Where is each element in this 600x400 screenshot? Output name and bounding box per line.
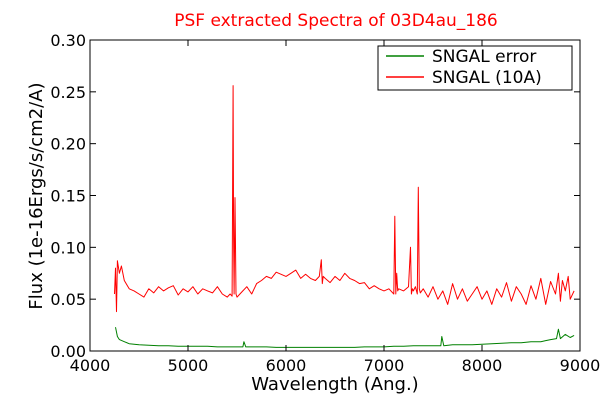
y-tick-label: 0.05 bbox=[50, 290, 86, 309]
plot-content bbox=[114, 85, 575, 348]
legend-label-sngal-error: SNGAL error bbox=[432, 47, 536, 67]
legend-box bbox=[377, 45, 573, 91]
legend: SNGAL error SNGAL (10A) bbox=[377, 45, 573, 91]
x-tick-label: 4000 bbox=[70, 356, 111, 375]
y-tick-label: 0.25 bbox=[50, 83, 86, 102]
y-tick-label: 0.30 bbox=[50, 31, 86, 50]
y-axis-label: Flux (1e-16Ergs/s/cm2/A) bbox=[26, 82, 47, 309]
y-tick-label: 0.15 bbox=[50, 187, 86, 206]
x-tick-label: 5000 bbox=[168, 356, 209, 375]
x-tick-label: 8000 bbox=[462, 356, 503, 375]
series-line-sngal-error bbox=[115, 327, 575, 348]
y-tick-label: 0.00 bbox=[50, 342, 86, 361]
x-tick-label: 7000 bbox=[364, 356, 405, 375]
y-tick-label: 0.10 bbox=[50, 238, 86, 257]
x-axis-label: Wavelength (Ang.) bbox=[251, 374, 418, 395]
y-tick-label: 0.20 bbox=[50, 135, 86, 154]
legend-label-sngal-10a: SNGAL (10A) bbox=[432, 68, 542, 88]
y-axis: 0.00 0.05 0.10 0.15 0.20 0.25 0.30 bbox=[50, 31, 580, 361]
x-tick-label: 6000 bbox=[266, 356, 307, 375]
x-axis: 4000 5000 6000 7000 8000 9000 bbox=[70, 40, 600, 375]
chart-title: PSF extracted Spectra of 03D4au_186 bbox=[174, 11, 498, 31]
series-line-sngal-10a bbox=[114, 85, 575, 313]
x-tick-label: 9000 bbox=[560, 356, 600, 375]
